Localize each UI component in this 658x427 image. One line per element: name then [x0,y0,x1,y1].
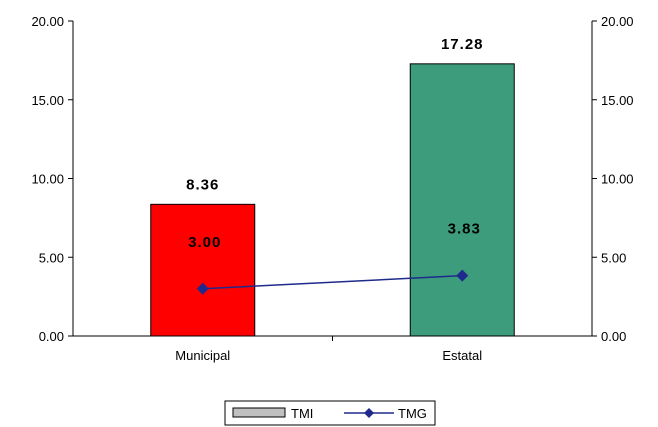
y-tick-label-left: 0.00 [39,329,64,344]
bar-data-label: 8.36 [186,176,219,193]
y-tick-label-left: 10.00 [31,172,64,187]
line-data-label: 3.00 [188,234,221,251]
y-tick-label-left: 20.00 [31,14,64,29]
bar [409,63,515,337]
line-data-label: 3.83 [448,221,481,238]
y-tick-label-right: 15.00 [601,93,634,108]
bar-data-label: 17.28 [441,36,484,53]
tmg-line-path [202,274,463,290]
tmg-point [456,269,469,282]
legend-tmg-label: TMG [398,406,427,421]
legend-tmg-marker [364,408,374,418]
data-labels: 8.36 17.28 3.00 3.83 [186,36,484,251]
x-tick-label: Municipal [175,348,230,363]
y-tick-label-right: 5.00 [601,250,626,265]
y-tick-label-left: 15.00 [31,93,64,108]
tmg-point [196,282,209,295]
legend: TMI TMG [224,400,436,426]
y-tick-label-right: 10.00 [601,172,634,187]
legend-tmi-swatch [232,407,286,418]
tmg-line [196,269,469,295]
x-tick-label: Estatal [442,348,482,363]
legend-tmi-label: TMI [291,406,313,421]
y-tick-label-right: 20.00 [601,14,634,29]
axes: 0.00 0.00 5.00 5.00 10.00 10.00 15.00 15.00 20.0… [31,14,633,363]
bars [150,63,515,337]
y-tick-label-right: 0.00 [601,329,626,344]
bar [150,203,256,337]
y-tick-label-left: 5.00 [39,250,64,265]
